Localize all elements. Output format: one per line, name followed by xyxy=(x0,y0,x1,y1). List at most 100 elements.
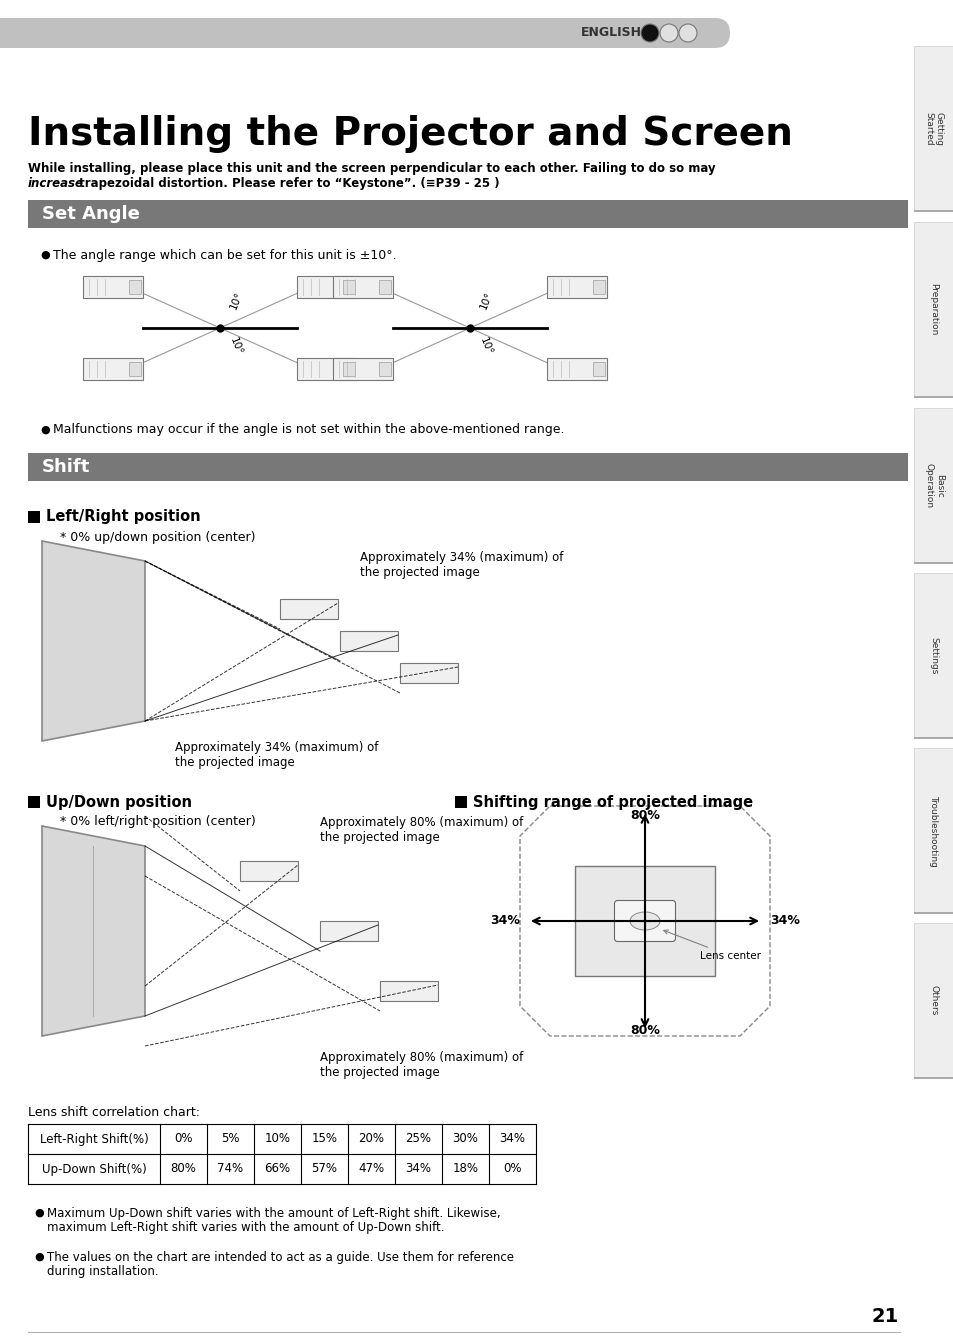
Bar xyxy=(593,280,604,295)
Text: 5%: 5% xyxy=(221,1133,239,1145)
Text: Getting
Started: Getting Started xyxy=(923,111,943,146)
Text: While installing, please place this unit and the screen perpendicular to each ot: While installing, please place this unit… xyxy=(28,162,715,175)
Text: increase: increase xyxy=(28,177,84,190)
Text: * 0% up/down position (center): * 0% up/down position (center) xyxy=(60,530,255,544)
Bar xyxy=(343,362,355,376)
Text: 10°: 10° xyxy=(477,336,494,356)
Bar xyxy=(913,736,953,739)
Text: 66%: 66% xyxy=(264,1162,291,1176)
Text: The values on the chart are intended to act as a guide. Use them for reference: The values on the chart are intended to … xyxy=(47,1251,514,1264)
Polygon shape xyxy=(42,541,145,740)
Text: 34%: 34% xyxy=(769,915,799,928)
Text: 80%: 80% xyxy=(629,1024,659,1036)
Text: 34%: 34% xyxy=(405,1162,431,1176)
Bar xyxy=(343,280,355,295)
Text: Basic
Operation: Basic Operation xyxy=(923,463,943,507)
Bar xyxy=(913,408,953,562)
Text: 18%: 18% xyxy=(452,1162,478,1176)
Text: 25%: 25% xyxy=(405,1133,431,1145)
Text: 34%: 34% xyxy=(499,1133,525,1145)
Text: ●: ● xyxy=(34,1208,44,1218)
Bar xyxy=(546,276,606,299)
Bar xyxy=(129,362,141,376)
Bar xyxy=(28,511,40,524)
Text: Preparation: Preparation xyxy=(928,284,938,336)
Bar xyxy=(913,46,953,212)
Bar xyxy=(399,663,457,683)
Text: * 0% left/right position (center): * 0% left/right position (center) xyxy=(60,815,255,829)
Text: Approximately 34% (maximum) of
the projected image: Approximately 34% (maximum) of the proje… xyxy=(359,552,563,578)
Bar xyxy=(913,222,953,396)
Ellipse shape xyxy=(629,912,659,931)
Bar xyxy=(546,358,606,380)
Text: Troubleshooting: Troubleshooting xyxy=(928,794,938,866)
Bar xyxy=(379,981,437,1002)
Bar xyxy=(333,276,393,299)
FancyBboxPatch shape xyxy=(614,901,675,941)
Bar xyxy=(280,599,337,619)
Text: Installing the Projector and Screen: Installing the Projector and Screen xyxy=(28,115,792,153)
Text: during installation.: during installation. xyxy=(47,1264,158,1277)
Bar xyxy=(913,396,953,398)
Text: ●: ● xyxy=(40,424,50,435)
Bar xyxy=(319,921,377,941)
Text: Set Angle: Set Angle xyxy=(42,205,140,224)
Text: 80%: 80% xyxy=(171,1162,196,1176)
Circle shape xyxy=(659,24,678,42)
FancyBboxPatch shape xyxy=(0,17,729,48)
Bar xyxy=(593,362,604,376)
Circle shape xyxy=(640,24,659,42)
Bar xyxy=(575,866,714,976)
Text: 10°: 10° xyxy=(228,336,244,356)
Text: ENGLISH: ENGLISH xyxy=(580,27,641,39)
Text: 10°: 10° xyxy=(477,289,494,311)
Text: 21: 21 xyxy=(870,1307,898,1326)
Bar xyxy=(0,17,709,48)
Bar xyxy=(296,358,356,380)
Bar xyxy=(913,923,953,1078)
Text: Shift: Shift xyxy=(42,458,91,475)
Text: 57%: 57% xyxy=(312,1162,337,1176)
Text: Lens shift correlation chart:: Lens shift correlation chart: xyxy=(28,1106,200,1119)
Bar xyxy=(28,453,907,481)
Bar xyxy=(913,210,953,212)
Bar xyxy=(83,276,143,299)
Text: Up/Down position: Up/Down position xyxy=(46,794,192,810)
Bar xyxy=(240,861,297,881)
Text: Settings: Settings xyxy=(928,637,938,675)
Text: 47%: 47% xyxy=(358,1162,384,1176)
Text: Approximately 80% (maximum) of
the projected image: Approximately 80% (maximum) of the proje… xyxy=(319,815,522,844)
Text: 10%: 10% xyxy=(264,1133,291,1145)
Bar xyxy=(378,362,391,376)
Text: 20%: 20% xyxy=(358,1133,384,1145)
Text: maximum Left-Right shift varies with the amount of Up-Down shift.: maximum Left-Right shift varies with the… xyxy=(47,1221,444,1233)
Text: Lens center: Lens center xyxy=(663,931,760,961)
Text: Up-Down Shift(%): Up-Down Shift(%) xyxy=(42,1162,146,1176)
Text: Others: Others xyxy=(928,986,938,1016)
Text: ●: ● xyxy=(34,1252,44,1261)
Text: 0%: 0% xyxy=(503,1162,521,1176)
Text: Left/Right position: Left/Right position xyxy=(46,510,200,525)
Text: 80%: 80% xyxy=(629,809,659,822)
Text: 74%: 74% xyxy=(217,1162,243,1176)
Bar xyxy=(455,795,467,807)
Bar xyxy=(913,749,953,913)
Text: ●: ● xyxy=(40,250,50,260)
Text: 10°: 10° xyxy=(228,289,244,311)
Bar xyxy=(28,795,40,807)
Text: Approximately 34% (maximum) of
the projected image: Approximately 34% (maximum) of the proje… xyxy=(174,740,378,769)
Bar xyxy=(913,573,953,738)
Text: Left-Right Shift(%): Left-Right Shift(%) xyxy=(40,1133,149,1145)
Text: The angle range which can be set for this unit is ±10°.: The angle range which can be set for thi… xyxy=(53,249,396,261)
Bar xyxy=(28,200,907,228)
Circle shape xyxy=(679,24,697,42)
Text: Maximum Up-Down shift varies with the amount of Left-Right shift. Likewise,: Maximum Up-Down shift varies with the am… xyxy=(47,1206,500,1220)
Text: trapezoidal distortion. Please refer to “Keystone”. (≡P39 - 25 ): trapezoidal distortion. Please refer to … xyxy=(75,177,499,190)
Bar xyxy=(913,912,953,915)
Text: Malfunctions may occur if the angle is not set within the above-mentioned range.: Malfunctions may occur if the angle is n… xyxy=(53,423,564,437)
Text: 0%: 0% xyxy=(174,1133,193,1145)
Bar xyxy=(129,280,141,295)
Text: 30%: 30% xyxy=(452,1133,478,1145)
Bar xyxy=(333,358,393,380)
Text: 15%: 15% xyxy=(312,1133,337,1145)
